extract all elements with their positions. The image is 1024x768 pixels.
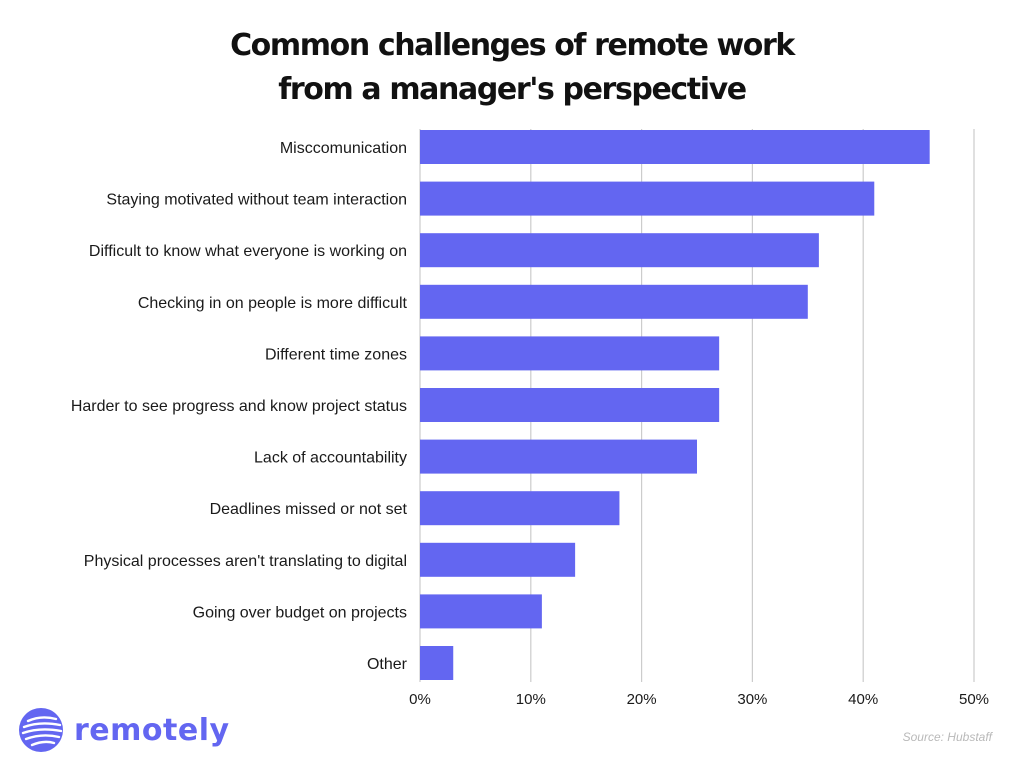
bar	[420, 542, 576, 577]
category-label: Misccomunication	[280, 140, 407, 157]
category-label: Going over budget on projects	[193, 604, 407, 621]
category-labels: Misccomunication Staying motivated withou…	[71, 140, 408, 673]
category-label: Checking in on people is more difficult	[138, 295, 408, 312]
chart-title-line-1: Common challenges of remote work	[230, 28, 795, 63]
chart-title-line-2: from a manager's perspective	[278, 72, 747, 107]
bar	[420, 388, 720, 422]
x-tick-label: 10%	[516, 691, 546, 708]
chart-title: Common challenges of remote work from a …	[0, 24, 1024, 112]
category-label: Staying motivated without team interacti…	[106, 192, 407, 209]
stripe-globe-icon	[19, 708, 63, 752]
category-label: Other	[367, 656, 408, 673]
bar	[420, 491, 620, 526]
category-label: Deadlines missed or not set	[210, 501, 408, 518]
source-note: Source: Hubstaff	[902, 730, 992, 744]
category-label: Harder to see progress and know project …	[71, 398, 407, 415]
x-axis-ticks: 0% 10% 20% 30% 40% 50%	[409, 691, 989, 708]
bars	[420, 130, 930, 680]
bar	[420, 336, 720, 371]
bar	[420, 284, 808, 319]
x-tick-label: 0%	[409, 691, 431, 708]
bar	[420, 130, 930, 164]
bar	[420, 594, 542, 629]
bar	[420, 439, 697, 474]
category-label: Difficult to know what everyone is worki…	[89, 243, 407, 260]
brand-wordmark: remotely	[74, 712, 230, 748]
brand-logo: remotely	[18, 706, 230, 754]
category-label: Lack of accountability	[254, 450, 407, 467]
x-tick-label: 20%	[627, 691, 657, 708]
x-tick-label: 40%	[848, 691, 878, 708]
x-tick-label: 50%	[959, 691, 989, 708]
bar	[420, 646, 454, 680]
bar	[420, 181, 875, 216]
x-tick-label: 30%	[737, 691, 767, 708]
bar	[420, 233, 819, 268]
category-label: Physical processes aren't translating to…	[84, 553, 407, 570]
category-label: Different time zones	[265, 346, 407, 363]
